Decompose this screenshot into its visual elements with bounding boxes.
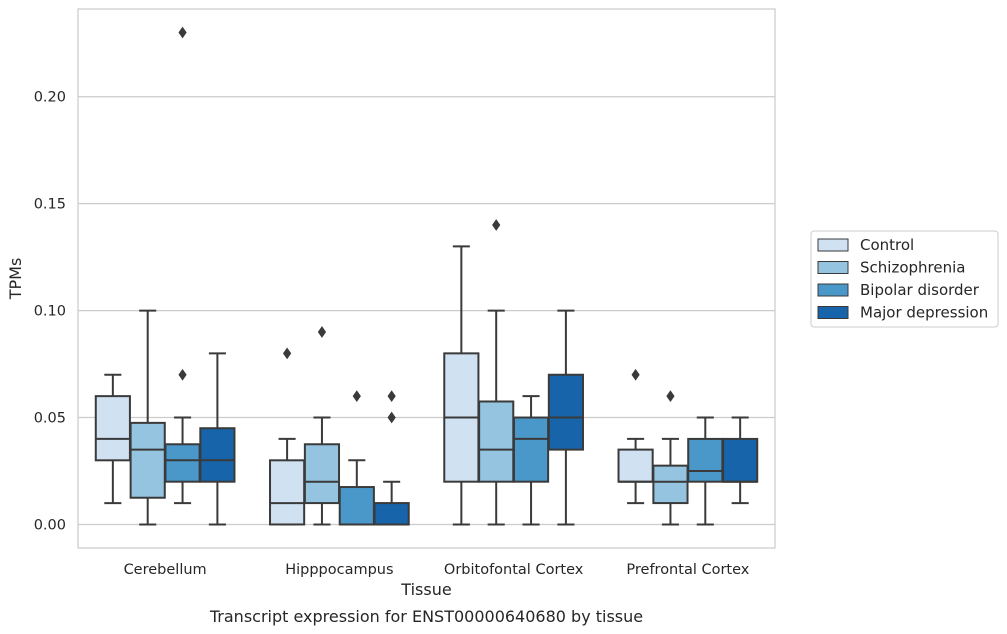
box-group <box>269 347 306 526</box>
legend-label: Schizophrenia <box>860 259 965 277</box>
outlier-point <box>631 368 640 381</box>
x-tick-label: Hipppocampus <box>285 562 393 578</box>
box-iqr <box>199 427 236 483</box>
box-group <box>373 390 410 526</box>
box-group <box>164 26 201 505</box>
box-iqr <box>478 400 515 483</box>
legend-label: Control <box>860 236 914 254</box>
outlier-point <box>317 326 327 338</box>
outlier-point <box>666 390 675 403</box>
x-tick-labels: Cerebellum Hipppocampus Orbitofontal Corte… <box>124 562 750 578</box>
y-axis-label: TPMs <box>6 258 25 301</box>
box-group <box>617 368 654 505</box>
y-tick-label: 0.05 <box>34 411 66 427</box>
y-tick-label: 0.20 <box>34 90 66 106</box>
figure-caption: Transcript expression for ENST0000064068… <box>209 607 643 626</box>
outlier-point <box>492 219 501 231</box>
box-iqr <box>652 464 689 505</box>
box-iqr <box>303 443 341 505</box>
box-iqr <box>94 395 131 462</box>
outlier-point <box>282 347 292 360</box>
box-group <box>443 245 480 526</box>
box-group <box>652 390 689 526</box>
legend-swatch <box>817 306 849 319</box>
y-tick-label: 0.15 <box>34 197 66 213</box>
y-tick-label: 0.00 <box>34 517 66 533</box>
x-tick-label: Orbitofontal Cortex <box>444 562 584 578</box>
box-iqr <box>687 437 724 483</box>
outlier-point <box>352 390 361 403</box>
box-group <box>94 373 131 505</box>
box-group <box>687 416 724 526</box>
legend-swatch <box>817 238 849 252</box>
box-iqr <box>373 502 410 526</box>
legend-swatch <box>817 261 849 274</box>
box-iqr <box>129 421 166 499</box>
box-group <box>722 416 759 505</box>
outlier-point <box>178 26 187 39</box>
box-group <box>303 326 341 526</box>
x-axis-label: Tissue <box>400 580 451 599</box>
box-group <box>338 390 375 526</box>
box-iqr <box>512 416 550 483</box>
y-tick-labels: 0.00 0.05 0.10 0.15 0.20 <box>34 90 66 534</box>
box-iqr <box>547 373 584 451</box>
box-group <box>199 352 236 526</box>
legend-label: Bipolar disorder <box>860 281 980 299</box>
box-iqr <box>164 443 201 483</box>
legend: Control Schizophrenia Bipolar disorder Majo… <box>810 230 999 328</box>
box-group <box>478 219 515 526</box>
box-group <box>512 395 550 526</box>
x-tick-label: Cerebellum <box>124 562 207 578</box>
legend-frame <box>810 230 999 328</box>
y-tick-label: 0.10 <box>34 304 66 320</box>
legend-label: Major depression <box>860 304 988 322</box>
box-layer <box>94 26 759 526</box>
x-tick-label: Prefrontal Cortex <box>626 562 749 578</box>
legend-swatch <box>817 283 849 297</box>
outlier-point <box>387 390 396 403</box>
box-iqr <box>269 459 306 526</box>
box-iqr <box>722 437 759 483</box>
box-group <box>129 309 166 526</box>
box-iqr <box>338 486 375 526</box>
box-group <box>547 309 584 526</box>
outlier-point <box>178 368 187 381</box>
box-iqr <box>617 448 654 483</box>
y-gridlines <box>78 96 775 526</box>
outlier-point <box>387 411 396 424</box>
plot-area-frame <box>77 8 776 549</box>
